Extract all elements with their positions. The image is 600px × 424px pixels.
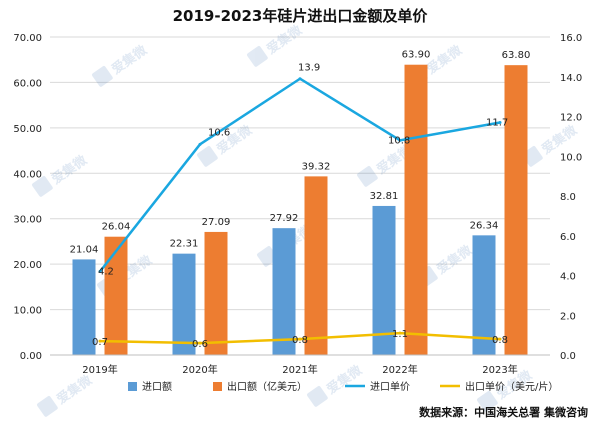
left-tick-label: 60.00	[13, 78, 42, 89]
watermark-mark	[247, 46, 268, 67]
line-point	[98, 339, 102, 343]
bar-export	[204, 231, 228, 355]
left-tick-label: 20.00	[13, 260, 42, 271]
line-value-label: 10.6	[208, 127, 230, 138]
left-tick-label: 50.00	[13, 124, 42, 135]
legend-label: 进口额	[142, 380, 172, 393]
line-value-label: 4.2	[98, 267, 114, 278]
right-tick-label: 10.0	[560, 152, 582, 163]
watermark-logo: 爱集微	[247, 22, 306, 67]
line-value-label: 13.9	[298, 63, 320, 74]
right-axis: 0.0 2.0 4.0 6.0 8.0 10.0 12.0 14.0 16.0	[560, 33, 582, 362]
bar-import	[372, 205, 396, 355]
line-value-label: 0.8	[492, 335, 508, 346]
bar-value-label: 22.31	[170, 239, 199, 250]
line-point	[298, 77, 302, 81]
watermark-mark	[92, 66, 113, 87]
x-axis: 2019年 2020年 2021年 2022年 2023年	[50, 354, 550, 376]
legend-label: 出口额（亿美元）	[227, 380, 307, 393]
left-tick-label: 70.00	[13, 33, 42, 44]
legend-swatch	[213, 382, 222, 391]
watermark-mark	[197, 146, 218, 167]
line-value-label: 0.7	[92, 337, 108, 348]
line-value-label: 10.8	[388, 135, 410, 146]
line-point	[198, 142, 202, 146]
x-tick-label: 2022年	[382, 363, 417, 376]
bar-value-label: 26.04	[102, 222, 131, 233]
left-axis: 0.00 10.00 20.00 30.00 40.00 50.00 60.00 70.00	[13, 33, 42, 362]
legend-swatch	[128, 382, 137, 391]
line-point	[398, 138, 402, 142]
watermark-mark	[357, 166, 378, 187]
bar-value-label: 63.80	[502, 50, 531, 61]
line-point	[98, 270, 102, 274]
bar-import	[72, 259, 96, 355]
right-tick-label: 8.0	[560, 192, 576, 203]
line-point	[298, 337, 302, 341]
bar-import	[272, 228, 296, 355]
watermark-mark	[477, 391, 498, 412]
line-value-label: 11.7	[486, 117, 508, 128]
watermark-text: 爱集微	[434, 242, 476, 278]
left-tick-label: 30.00	[13, 215, 42, 226]
legend-label: 进口单价	[370, 381, 410, 393]
bar-export	[404, 64, 428, 355]
bar-export	[104, 236, 128, 355]
line-value-label: 0.6	[192, 339, 208, 350]
watermark-mark	[307, 386, 328, 407]
left-tick-label: 40.00	[13, 169, 42, 180]
right-tick-label: 16.0	[560, 33, 582, 44]
left-tick-label: 10.00	[13, 306, 42, 317]
bars	[72, 64, 528, 355]
bar-value-label: 32.81	[370, 191, 399, 202]
watermark-mark	[37, 396, 58, 417]
right-tick-label: 14.0	[560, 73, 582, 84]
chart-title: 2019-2023年硅片进出口金额及单价	[173, 7, 429, 25]
watermark-logo: 爱集微	[92, 42, 151, 87]
line-point	[498, 120, 502, 124]
right-tick-label: 2.0	[560, 311, 576, 322]
watermark-text: 爱集微	[109, 42, 151, 78]
watermark-mark	[32, 176, 53, 197]
bar-value-label: 21.04	[70, 244, 99, 255]
bar-import	[172, 253, 196, 355]
line-point	[398, 331, 402, 335]
right-tick-label: 4.0	[560, 272, 576, 283]
watermark-text: 爱集微	[264, 22, 306, 58]
legend-label: 出口单价（美元/片）	[465, 380, 558, 393]
x-tick-label: 2020年	[182, 363, 217, 376]
right-tick-label: 0.0	[560, 351, 576, 362]
line-value-label: 0.8	[292, 335, 308, 346]
bar-value-label: 27.92	[270, 213, 299, 224]
line-point	[198, 341, 202, 345]
bar-import	[472, 235, 496, 355]
watermark-text: 爱集微	[49, 152, 91, 188]
line-value-label: 1.1	[392, 329, 408, 340]
bar-value-label: 27.09	[202, 217, 231, 228]
right-tick-label: 6.0	[560, 232, 576, 243]
x-tick-label: 2021年	[282, 363, 317, 376]
right-tick-label: 12.0	[560, 113, 582, 124]
bar-export	[304, 176, 328, 355]
data-labels: 21.04 22.31 27.92 32.81 26.34 26.04 27.09 39.32…	[70, 50, 531, 350]
x-tick-label: 2023年	[482, 363, 517, 376]
x-tick-label: 2019年	[82, 363, 117, 376]
source-note: 数据来源：中国海关总署 集微咨询	[419, 406, 588, 419]
bar-export	[504, 65, 528, 355]
watermark-text: 爱集微	[54, 372, 96, 408]
watermark-text: 爱集微	[324, 362, 366, 398]
bar-value-label: 63.90	[402, 50, 431, 61]
watermark-logo: 爱集微	[37, 372, 96, 417]
bar-value-label: 26.34	[470, 220, 499, 231]
legend: 进口额 出口额（亿美元） 进口单价 出口单价（美元/片）	[128, 380, 558, 393]
bar-value-label: 39.32	[302, 161, 331, 172]
line-point	[498, 337, 502, 341]
left-tick-label: 0.00	[20, 351, 42, 362]
lines	[98, 77, 502, 345]
